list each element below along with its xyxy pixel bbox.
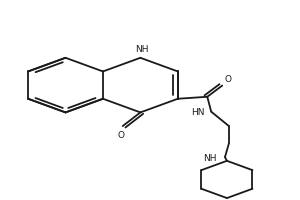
Text: O: O: [224, 75, 231, 84]
Text: NH: NH: [136, 45, 149, 54]
Text: NH: NH: [204, 154, 217, 163]
Text: HN: HN: [190, 108, 204, 117]
Text: O: O: [117, 131, 124, 140]
